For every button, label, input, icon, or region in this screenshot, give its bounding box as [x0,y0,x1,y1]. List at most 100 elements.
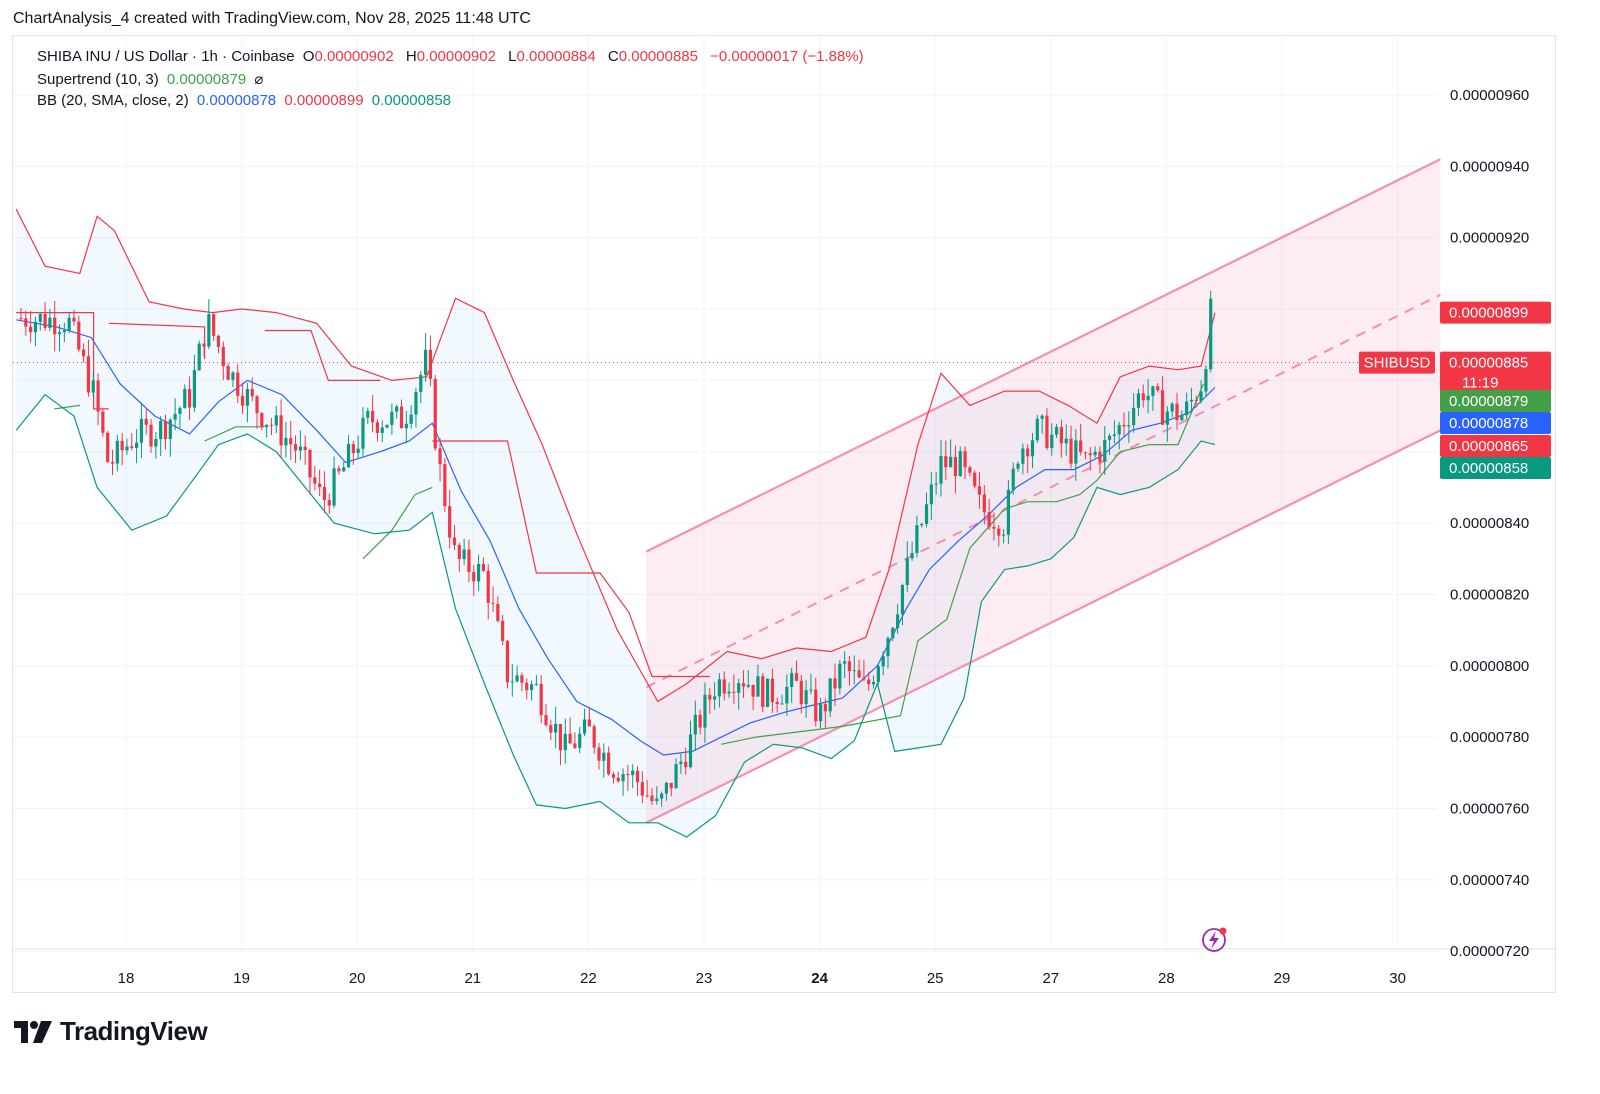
candle-body [1045,415,1049,448]
candle-body [573,743,577,748]
candle-body [1103,439,1107,462]
legend-low-label: L [508,48,517,65]
legend-bb-row[interactable]: BB (20, SMA, close, 2) 0.00000878 0.0000… [37,92,455,109]
candle-body [38,314,42,322]
price-tag-bb-upper: 0.00000899 [1449,305,1528,322]
candle-body [371,410,375,423]
candle-body [101,411,105,433]
candle-body [1001,534,1006,536]
supertrend-label[interactable]: Supertrend (10, 3) [37,71,159,88]
candle-body [645,795,649,797]
tradingview-logo-icon [14,1020,52,1043]
candle-body [1088,453,1092,456]
channel-lower-line [645,429,1441,824]
x-tick-label: 21 [464,970,481,987]
candle-body [631,770,635,775]
candle-body [433,378,437,449]
candle-body [1156,386,1160,391]
candle-body [635,770,640,783]
candle-body [187,389,192,408]
candle-body [197,343,201,371]
y-tick-label: 0.00000780 [1450,729,1529,746]
candle-body [1112,434,1116,436]
candle-body [910,553,914,559]
candle-body [1083,452,1088,454]
candle-body [245,388,249,406]
candle-body [260,413,264,427]
candle-body [510,681,514,683]
candle-body [790,673,794,687]
candle-body [183,389,187,409]
legend-symbol[interactable]: SHIBA INU / US Dollar · 1h · Coinbase [37,48,295,65]
x-tick-label: 22 [580,970,597,987]
candle-body [814,689,818,722]
legend-close-label: C [607,48,619,65]
price-tag-bb-basis-bg [1440,412,1551,434]
candle-body [1064,438,1068,444]
bb-label[interactable]: BB (20, SMA, close, 2) [37,92,189,109]
legend-ohlc-row: SHIBA INU / US Dollar · 1h · Coinbase O0… [37,48,868,65]
bb-fill [16,209,1216,837]
hidden-eye-icon[interactable]: ⌀ [254,71,264,88]
candle-body [48,317,52,328]
candle-body [409,414,413,424]
candle-body [438,448,442,465]
legend-supertrend-row[interactable]: Supertrend (10, 3) 0.00000879 ⌀ [37,70,267,88]
candle-body [992,527,996,529]
candle-body [1180,415,1184,421]
candle-body [920,524,924,526]
candle-body [554,723,558,733]
candle-body [626,774,630,776]
candle-body [110,461,115,464]
bb-upper-line [15,208,1216,703]
candle-body [1185,401,1189,416]
lightning-icon[interactable] [1202,928,1226,952]
candle-body [67,317,71,331]
candle-body [563,733,567,751]
candle-body [1107,435,1112,440]
candle-body [929,484,933,505]
candle-body [115,440,119,464]
candle-body [337,468,341,472]
candle-body [476,564,481,582]
x-tick-label: 18 [118,970,135,987]
candle-body [756,676,760,697]
candle-body [1079,440,1083,453]
candle-body [419,374,423,392]
tradingview-brand: TradingView [60,1016,208,1046]
candle-body [669,782,673,789]
symbol-tag: SHIBUSD [1364,355,1431,372]
lightning-bolt [1209,931,1219,949]
candle-body [1054,426,1059,435]
x-tick-label: 25 [927,970,944,987]
candle-body [178,408,182,414]
candle-body [443,464,447,507]
legend-high-value: 0.00000902 [416,48,496,65]
y-tick-label: 0.00000820 [1450,586,1529,603]
candle-body [289,438,293,445]
candle-body [712,696,717,700]
chart-pane[interactable]: 0.000009600.000009400.000009200.00000900… [12,35,1557,994]
candle-body [582,719,587,734]
candle-body [674,764,678,789]
candle-body [1127,425,1131,427]
bb-lower-value: 0.00000858 [371,92,451,109]
legend-high-label: H [405,48,417,65]
candle-body [693,714,697,735]
candle-body [857,670,861,678]
candle-body [924,504,929,525]
tradingview-logo[interactable]: TradingView [14,1016,208,1047]
price-tag-supertrend: 0.00000879 [1449,393,1528,410]
candle-body [366,410,370,418]
candle-body [761,676,765,707]
bb-upper-value: 0.00000899 [284,92,364,109]
symbol-tag-bg [1359,351,1435,374]
chart-canvas[interactable]: 0.000009600.000009400.000009200.00000900… [13,36,1557,994]
candle-body [1016,463,1020,469]
candle-body [212,314,216,336]
y-tick-label: 0.00000920 [1450,230,1529,247]
x-tick-label: 19 [233,970,250,987]
candle-body [655,798,659,802]
x-tick-label: 20 [349,970,366,987]
candle-body [684,761,688,768]
